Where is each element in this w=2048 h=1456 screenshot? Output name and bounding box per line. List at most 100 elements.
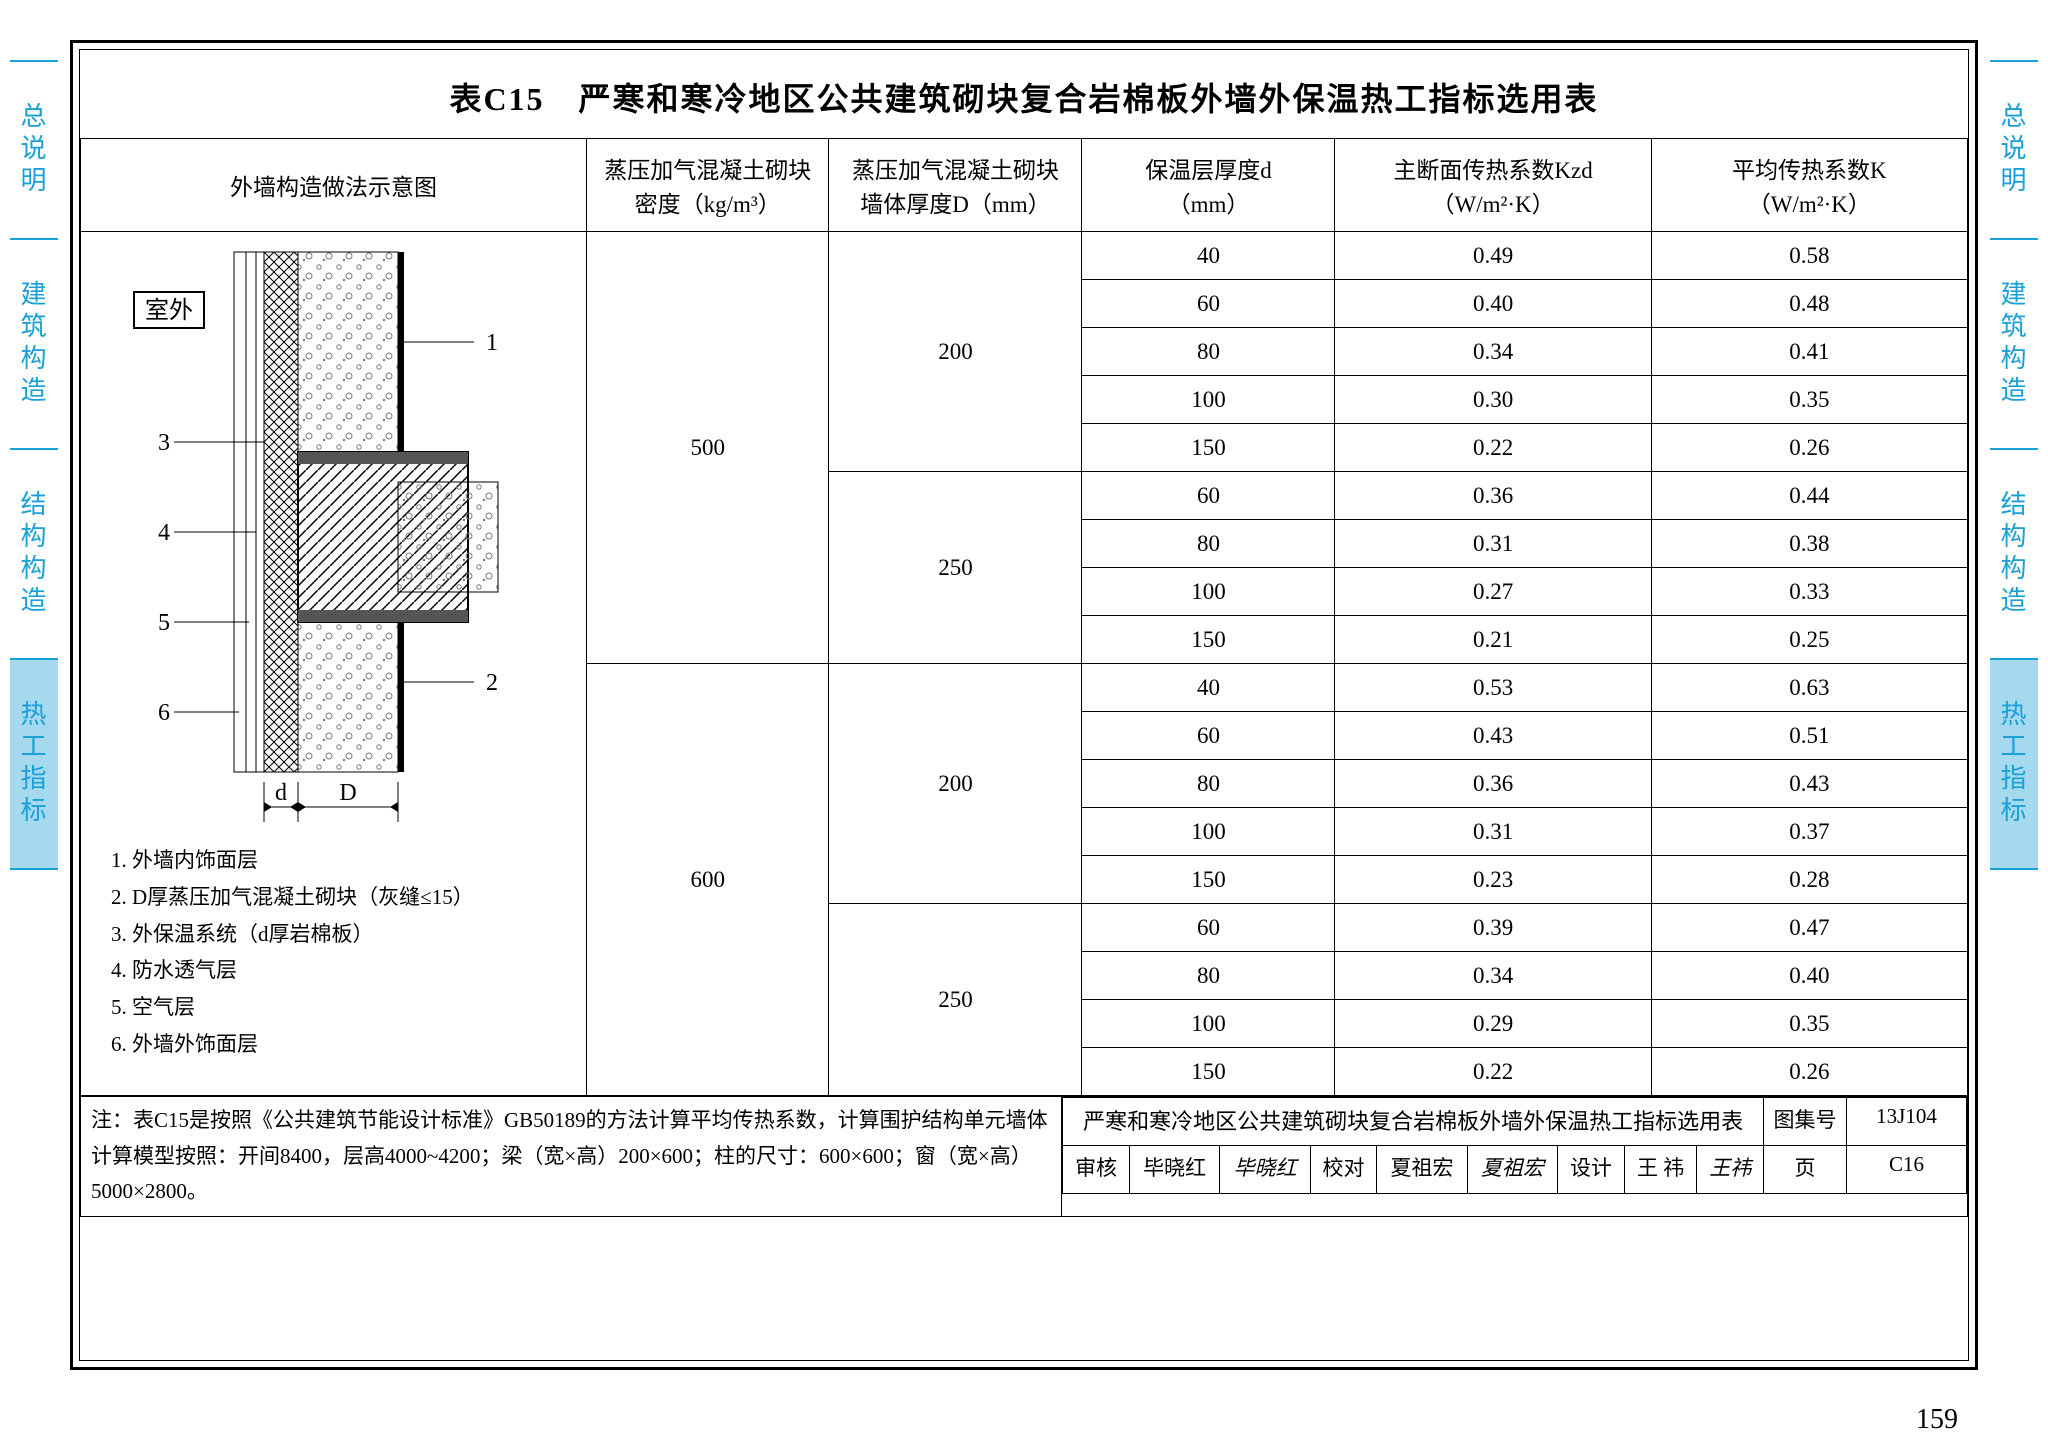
svg-text:D: D [339, 780, 356, 806]
cell-kzd: 0.36 [1335, 472, 1651, 520]
col-header-kzd: 主断面传热系数Kzd （W/m²·K） [1335, 139, 1651, 232]
cell-d: 40 [1082, 232, 1335, 280]
cell-density: 600 [587, 664, 829, 1096]
cell-d: 150 [1082, 1048, 1335, 1096]
tab-arch-r[interactable]: 建筑构造 [1990, 238, 2038, 448]
cell-d: 150 [1082, 424, 1335, 472]
designer: 王 祎 [1624, 1146, 1697, 1194]
cell-d: 60 [1082, 472, 1335, 520]
cell-k: 0.48 [1651, 280, 1967, 328]
legend-list: 1. 外墙内饰面层2. D厚蒸压加气混凝土砌块（灰缝≤15）3. 外保温系统（d… [99, 842, 568, 1063]
cell-k: 0.40 [1651, 952, 1967, 1000]
cell-kzd: 0.31 [1335, 808, 1651, 856]
cell-d: 40 [1082, 664, 1335, 712]
drawing-title: 严寒和寒冷地区公共建筑砌块复合岩棉板外墙外保温热工指标选用表 [1063, 1098, 1764, 1146]
table-body: 室外 [81, 232, 1968, 1096]
cell-k: 0.35 [1651, 1000, 1967, 1048]
col-header-density: 蒸压加气混凝土砌块 密度（kg/m³） [587, 139, 829, 232]
col-header-D: 蒸压加气混凝土砌块 墙体厚度D（mm） [829, 139, 1082, 232]
svg-text:4: 4 [158, 520, 170, 546]
cell-d: 80 [1082, 328, 1335, 376]
title-block-cell: 严寒和寒冷地区公共建筑砌块复合岩棉板外墙外保温热工指标选用表 图集号 13J10… [1062, 1097, 1968, 1217]
checker-sig: 夏祖宏 [1467, 1146, 1557, 1194]
cell-kzd: 0.31 [1335, 520, 1651, 568]
inner-frame: 表C15 严寒和寒冷地区公共建筑砌块复合岩棉板外墙外保温热工指标选用表 外墙构造… [79, 49, 1969, 1361]
page-no: C16 [1847, 1146, 1967, 1194]
table-title: 表C15 严寒和寒冷地区公共建筑砌块复合岩棉板外墙外保温热工指标选用表 [80, 50, 1968, 138]
cell-k: 0.63 [1651, 664, 1967, 712]
cell-kzd: 0.30 [1335, 376, 1651, 424]
cell-kzd: 0.53 [1335, 664, 1651, 712]
reviewer: 毕晓红 [1129, 1146, 1219, 1194]
tab-overview-r[interactable]: 总说明 [1990, 60, 2038, 238]
cell-kzd: 0.34 [1335, 952, 1651, 1000]
note-text: 注：表C15是按照《公共建筑节能设计标准》GB50189的方法计算平均传热系数，… [91, 1103, 1051, 1210]
cell-k: 0.37 [1651, 808, 1967, 856]
cell-k: 0.28 [1651, 856, 1967, 904]
cell-kzd: 0.29 [1335, 1000, 1651, 1048]
cell-kzd: 0.39 [1335, 904, 1651, 952]
cell-d: 60 [1082, 712, 1335, 760]
thermal-table: 外墙构造做法示意图 蒸压加气混凝土砌块 密度（kg/m³） 蒸压加气混凝土砌块 … [80, 138, 1968, 1096]
footer-table: 注：表C15是按照《公共建筑节能设计标准》GB50189的方法计算平均传热系数，… [80, 1096, 1968, 1217]
svg-text:2: 2 [486, 670, 498, 696]
page: 总说明 建筑构造 结构构造 热工指标 总说明 建筑构造 结构构造 热工指标 表C… [0, 0, 2048, 1456]
cell-k: 0.25 [1651, 616, 1967, 664]
cell-d: 150 [1082, 616, 1335, 664]
cell-kzd: 0.34 [1335, 328, 1651, 376]
cell-kzd: 0.49 [1335, 232, 1651, 280]
legend-item: 1. 外墙内饰面层 [111, 842, 568, 879]
cell-k: 0.44 [1651, 472, 1967, 520]
cell-kzd: 0.21 [1335, 616, 1651, 664]
tab-arch[interactable]: 建筑构造 [10, 238, 58, 448]
design-label: 设计 [1558, 1146, 1625, 1194]
svg-text:室外: 室外 [145, 297, 193, 324]
designer-sig: 王祎 [1697, 1146, 1764, 1194]
cell-d: 80 [1082, 952, 1335, 1000]
cell-kzd: 0.40 [1335, 280, 1651, 328]
cell-k: 0.33 [1651, 568, 1967, 616]
tab-struct[interactable]: 结构构造 [10, 448, 58, 658]
cell-d: 100 [1082, 1000, 1335, 1048]
svg-text:d: d [275, 780, 287, 806]
reviewer-sig: 毕晓红 [1220, 1146, 1310, 1194]
cell-k: 0.47 [1651, 904, 1967, 952]
svg-text:3: 3 [158, 430, 170, 456]
title-block: 严寒和寒冷地区公共建筑砌块复合岩棉板外墙外保温热工指标选用表 图集号 13J10… [1062, 1097, 1967, 1194]
cell-kzd: 0.43 [1335, 712, 1651, 760]
cell-D: 200 [829, 664, 1082, 904]
cell-d: 100 [1082, 568, 1335, 616]
cell-kzd: 0.36 [1335, 760, 1651, 808]
note-cell: 注：表C15是按照《公共建筑节能设计标准》GB50189的方法计算平均传热系数，… [81, 1097, 1062, 1217]
footer-row: 注：表C15是按照《公共建筑节能设计标准》GB50189的方法计算平均传热系数，… [81, 1097, 1968, 1217]
cell-k: 0.35 [1651, 376, 1967, 424]
cell-D: 200 [829, 232, 1082, 472]
cell-D: 250 [829, 904, 1082, 1096]
tab-thermal-r[interactable]: 热工指标 [1990, 658, 2038, 870]
cell-D: 250 [829, 472, 1082, 664]
review-label: 审核 [1063, 1146, 1130, 1194]
cell-density: 500 [587, 232, 829, 664]
cell-d: 80 [1082, 760, 1335, 808]
svg-text:5: 5 [158, 610, 170, 636]
svg-text:6: 6 [158, 700, 170, 726]
tab-thermal[interactable]: 热工指标 [10, 658, 58, 870]
tab-overview[interactable]: 总说明 [10, 60, 58, 238]
table-row: 室外 [81, 232, 1968, 280]
cell-k: 0.51 [1651, 712, 1967, 760]
legend-item: 2. D厚蒸压加气混凝土砌块（灰缝≤15） [111, 879, 568, 916]
cell-kzd: 0.22 [1335, 424, 1651, 472]
cell-kzd: 0.27 [1335, 568, 1651, 616]
col-header-diagram: 外墙构造做法示意图 [81, 139, 587, 232]
cell-d: 100 [1082, 808, 1335, 856]
side-tabs-left: 总说明 建筑构造 结构构造 热工指标 [10, 60, 58, 870]
page-number: 159 [1916, 1404, 1958, 1436]
cell-d: 150 [1082, 856, 1335, 904]
cell-k: 0.26 [1651, 1048, 1967, 1096]
side-tabs-right: 总说明 建筑构造 结构构造 热工指标 [1990, 60, 2038, 870]
outer-frame: 表C15 严寒和寒冷地区公共建筑砌块复合岩棉板外墙外保温热工指标选用表 外墙构造… [70, 40, 1978, 1370]
tab-struct-r[interactable]: 结构构造 [1990, 448, 2038, 658]
legend-item: 6. 外墙外饰面层 [111, 1026, 568, 1063]
legend-item: 4. 防水透气层 [111, 952, 568, 989]
cell-k: 0.38 [1651, 520, 1967, 568]
